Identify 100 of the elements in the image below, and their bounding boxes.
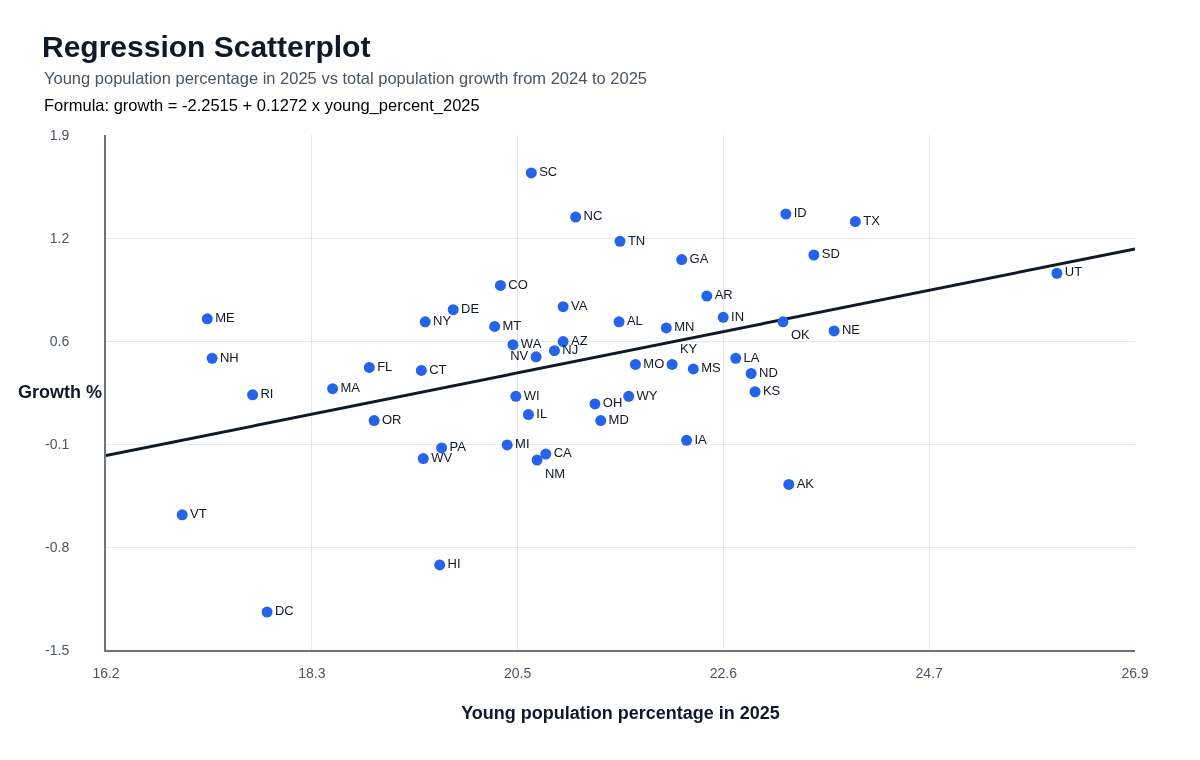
point — [368, 415, 380, 427]
point — [510, 390, 522, 402]
point — [176, 509, 188, 521]
data-label: AL — [626, 313, 643, 329]
point — [701, 290, 713, 302]
point — [530, 351, 542, 363]
data-label: NV — [510, 348, 529, 364]
point — [247, 389, 259, 401]
data-label: ND — [759, 364, 778, 380]
data-label: KY — [679, 341, 698, 357]
x-tick-label: 16.2 — [92, 664, 120, 681]
data-label: IL — [536, 405, 548, 421]
data-label: NM — [544, 465, 566, 481]
data-label: TX — [863, 212, 881, 228]
point — [557, 301, 569, 313]
data-label: KS — [762, 382, 781, 398]
x-tick-label: 22.6 — [709, 664, 738, 681]
data-label: ID — [793, 205, 807, 221]
data-label: WA — [520, 335, 542, 351]
point — [447, 304, 459, 316]
y-tick-label: -0.8 — [45, 538, 70, 555]
x-tick-label: 20.5 — [503, 664, 532, 681]
point — [507, 339, 519, 351]
point — [660, 322, 672, 334]
x-tick-label: 24.7 — [915, 664, 944, 681]
data-label: IN — [731, 308, 745, 324]
y-tick-label: 1.2 — [49, 229, 70, 246]
y-axis-title: Growth % — [18, 382, 102, 402]
point — [206, 352, 218, 364]
point — [687, 363, 699, 375]
point — [745, 368, 757, 380]
data-label: DE — [461, 300, 480, 316]
data-label: AR — [714, 287, 733, 303]
data-label: NC — [583, 208, 603, 224]
point — [548, 345, 560, 357]
y-tick-label: -0.1 — [45, 435, 70, 452]
data-label: TN — [627, 232, 646, 248]
point — [808, 249, 820, 261]
y-tick-label: -1.5 — [45, 641, 70, 658]
point — [201, 313, 213, 325]
point — [629, 358, 641, 370]
data-label: LA — [743, 349, 760, 365]
point — [623, 390, 635, 402]
data-label: MA — [340, 379, 361, 395]
point — [363, 361, 375, 373]
point — [828, 325, 840, 337]
point — [540, 448, 552, 460]
data-label: MN — [674, 319, 695, 335]
data-label: AK — [796, 475, 815, 491]
y-tick-label: 0.6 — [49, 332, 70, 349]
point — [783, 478, 795, 490]
point — [676, 254, 688, 266]
chart-subtitle: Young population percentage in 2025 vs total population growth from 2024 to 2025 — [44, 69, 648, 87]
point — [494, 279, 506, 291]
point — [501, 439, 513, 451]
data-label: MO — [643, 355, 665, 371]
data-label: RI — [260, 386, 274, 402]
data-label: OH — [602, 395, 623, 411]
point — [749, 386, 761, 398]
point — [613, 316, 625, 328]
data-label: ME — [215, 310, 235, 326]
data-label: MD — [608, 411, 629, 427]
point — [681, 434, 693, 446]
point — [489, 320, 501, 332]
point — [589, 398, 601, 410]
data-label: OK — [790, 327, 810, 343]
data-label: CA — [553, 445, 573, 461]
point — [417, 453, 429, 465]
point — [780, 208, 792, 220]
point — [666, 358, 678, 370]
x-axis-title: Young population percentage in 2025 — [461, 703, 780, 724]
data-label: WY — [636, 387, 658, 403]
data-label: CO — [508, 276, 528, 292]
data-label: SC — [539, 164, 558, 180]
data-label: SD — [821, 246, 840, 262]
data-label: FL — [377, 358, 393, 374]
point — [419, 316, 431, 328]
data-label: GA — [689, 250, 709, 266]
chart-title: Regression Scatterplot — [42, 29, 371, 63]
point — [1051, 267, 1063, 279]
data-label: MS — [701, 360, 722, 376]
point — [730, 352, 742, 364]
point — [595, 415, 607, 427]
data-label: NE — [841, 322, 861, 338]
x-tick-label: 26.9 — [1121, 664, 1149, 681]
data-label: HI — [447, 556, 461, 572]
text: Formula: growth = -2.2515 + 0.1272 x young_percent_2025 — [44, 96, 480, 115]
point — [434, 559, 446, 571]
data-label: VA — [570, 297, 588, 313]
data-label: WI — [523, 387, 540, 403]
x-tick-label: 18.3 — [298, 664, 326, 681]
point — [849, 216, 861, 228]
data-label: DC — [274, 603, 294, 619]
point — [717, 311, 729, 323]
data-label: VT — [190, 506, 207, 522]
data-label: MI — [515, 436, 530, 452]
data-label: UT — [1064, 264, 1083, 280]
point — [436, 442, 448, 454]
data-label: NY — [433, 313, 452, 329]
y-tick-label: 1.9 — [49, 126, 70, 143]
